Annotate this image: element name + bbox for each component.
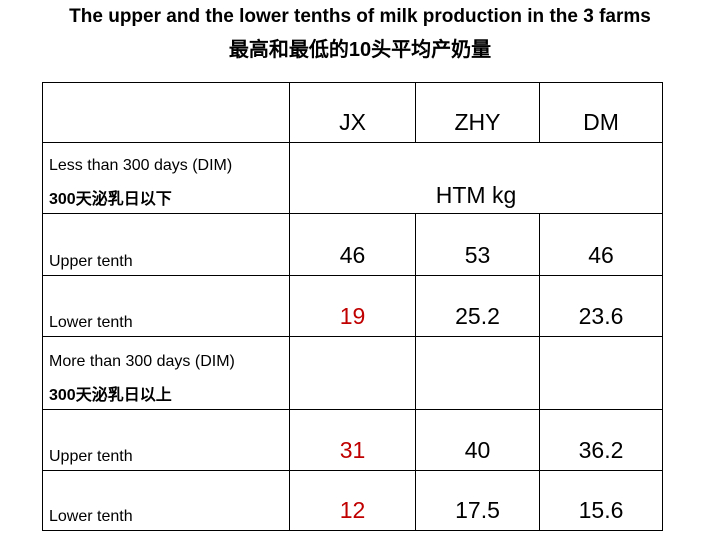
row-label: Lower tenth bbox=[42, 470, 290, 531]
value-cell-jx: 46 bbox=[289, 213, 416, 276]
value-cell-dm: 36.2 bbox=[539, 409, 663, 471]
empty-cell bbox=[289, 336, 416, 410]
milk-production-table: JX ZHY DM Less than 300 days (DIM) 300天泌… bbox=[42, 82, 663, 531]
value-cell-dm: 23.6 bbox=[539, 275, 663, 337]
table-row: Lower tenth 12 17.5 15.6 bbox=[42, 470, 663, 531]
section-label-less-than-300: Less than 300 days (DIM) 300天泌乳日以下 bbox=[42, 142, 290, 214]
value-cell-zhy: 53 bbox=[415, 213, 540, 276]
table-row: Upper tenth 31 40 36.2 bbox=[42, 409, 663, 471]
empty-cell bbox=[539, 336, 663, 410]
section-label-more-than-300: More than 300 days (DIM) 300天泌乳日以上 bbox=[42, 336, 290, 410]
unit-label: HTM kg bbox=[289, 142, 663, 214]
value-cell-zhy: 40 bbox=[415, 409, 540, 471]
section-label-chinese: 300天泌乳日以下 bbox=[49, 191, 172, 208]
column-header-dm: DM bbox=[539, 82, 663, 143]
row-label: Lower tenth bbox=[42, 275, 290, 337]
column-header-jx: JX bbox=[289, 82, 416, 143]
value-cell-jx: 12 bbox=[289, 470, 416, 531]
section-row-less-than-300: Less than 300 days (DIM) 300天泌乳日以下 HTM k… bbox=[42, 142, 663, 214]
value-cell-dm: 15.6 bbox=[539, 470, 663, 531]
value-cell-jx: 31 bbox=[289, 409, 416, 471]
header-blank-cell bbox=[42, 82, 290, 143]
value-cell-zhy: 25.2 bbox=[415, 275, 540, 337]
header-row: JX ZHY DM bbox=[42, 82, 663, 143]
table-row: Lower tenth 19 25.2 23.6 bbox=[42, 275, 663, 337]
title-chinese: 最高和最低的10头平均产奶量 bbox=[228, 39, 492, 61]
section-label-english: Less than 300 days (DIM) bbox=[49, 157, 233, 174]
title-english: The upper and the lower tenths of milk p… bbox=[69, 6, 651, 27]
section-label-english: More than 300 days (DIM) bbox=[49, 353, 235, 370]
section-row-more-than-300: More than 300 days (DIM) 300天泌乳日以上 bbox=[42, 336, 663, 410]
value-cell-zhy: 17.5 bbox=[415, 470, 540, 531]
section-label-chinese: 300天泌乳日以上 bbox=[49, 387, 172, 404]
row-label: Upper tenth bbox=[42, 409, 290, 471]
column-header-zhy: ZHY bbox=[415, 82, 540, 143]
value-cell-dm: 46 bbox=[539, 213, 663, 276]
empty-cell bbox=[415, 336, 540, 410]
value-cell-jx: 19 bbox=[289, 275, 416, 337]
table-row: Upper tenth 46 53 46 bbox=[42, 213, 663, 276]
row-label: Upper tenth bbox=[42, 213, 290, 276]
